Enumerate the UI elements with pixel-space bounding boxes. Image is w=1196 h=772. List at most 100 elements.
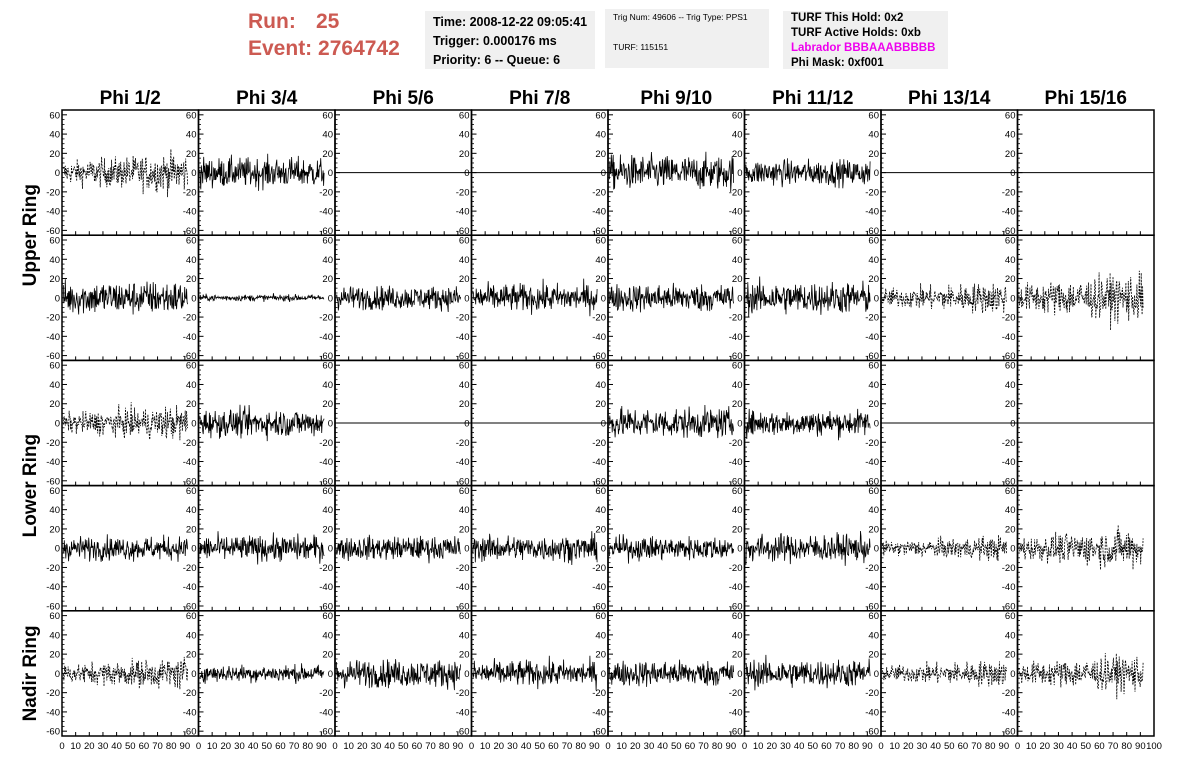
y-tick-label: -40	[46, 207, 60, 218]
y-tick-label: 20	[459, 399, 470, 410]
y-tick-label: 60	[595, 611, 606, 622]
y-tick-label: -60	[183, 226, 197, 237]
y-tick-label: -40	[183, 207, 197, 218]
turf-count-text: TURF: 115151	[613, 42, 669, 52]
y-tick-label: 20	[1005, 399, 1016, 410]
y-tick-label: 20	[732, 399, 743, 410]
y-tick-label: 0	[328, 419, 333, 430]
y-tick-label: 40	[459, 255, 470, 266]
x-tick-label: 30	[1053, 741, 1064, 752]
x-tick-label: 80	[575, 741, 586, 752]
y-tick-label: 60	[868, 110, 879, 121]
y-tick-label: 60	[49, 361, 60, 372]
x-tick-label: 60	[958, 741, 969, 752]
y-tick-label: 60	[732, 361, 743, 372]
y-tick-label: -60	[592, 226, 606, 237]
y-tick-label: -60	[319, 226, 333, 237]
y-tick-label: -20	[183, 187, 197, 198]
x-tick-label-last: 100	[1146, 741, 1162, 752]
y-tick-label: 60	[459, 236, 470, 247]
x-tick-label: 20	[357, 741, 368, 752]
x-tick-label: 40	[794, 741, 805, 752]
y-tick-label: 0	[874, 168, 879, 179]
time-text: Time: 2008-12-22 09:05:41	[433, 15, 588, 29]
y-tick-label: -60	[729, 601, 743, 612]
x-tick-label: 50	[125, 741, 136, 752]
x-tick-label: 80	[848, 741, 859, 752]
waveform-trace-r5-c2	[199, 663, 325, 685]
y-tick-label: 20	[868, 149, 879, 160]
y-tick-label: 20	[186, 274, 197, 285]
x-tick-label: 50	[807, 741, 818, 752]
y-tick-label: -40	[729, 582, 743, 593]
y-tick-label: -20	[865, 563, 879, 574]
y-tick-label: 40	[49, 380, 60, 391]
y-tick-label: -60	[729, 476, 743, 487]
y-tick-label: -60	[865, 727, 879, 738]
y-tick-label: 0	[737, 419, 742, 430]
y-tick-label: 0	[191, 669, 196, 680]
x-tick-label: 50	[534, 741, 545, 752]
y-tick-label: 20	[459, 149, 470, 160]
y-tick-label: 0	[191, 419, 196, 430]
x-tick-label: 40	[521, 741, 532, 752]
column-header-7: Phi 13/14	[908, 88, 991, 109]
y-tick-label: 20	[595, 274, 606, 285]
y-tick-label: 40	[49, 130, 60, 141]
y-tick-label: 20	[732, 149, 743, 160]
y-tick-label: -40	[183, 582, 197, 593]
y-tick-label: 40	[322, 630, 333, 641]
y-tick-label: -60	[1002, 727, 1016, 738]
y-tick-label: 60	[186, 611, 197, 622]
waveform-trace-r4-c2	[199, 531, 325, 565]
y-tick-label: -20	[46, 688, 60, 699]
y-tick-label: -40	[1002, 707, 1016, 718]
x-tick-label: 70	[971, 741, 982, 752]
y-tick-label: 20	[1005, 274, 1016, 285]
y-tick-label: 0	[601, 168, 606, 179]
y-tick-label: 60	[459, 611, 470, 622]
y-tick-label: -60	[183, 601, 197, 612]
x-tick-label: 40	[384, 741, 395, 752]
y-tick-label: -60	[592, 351, 606, 362]
y-tick-label: -20	[1002, 438, 1016, 449]
y-tick-label: 20	[322, 399, 333, 410]
y-tick-label: 40	[595, 630, 606, 641]
time-info-box: Time: 2008-12-22 09:05:41 Trigger: 0.000…	[425, 11, 595, 69]
x-tick-label: 10	[480, 741, 491, 752]
y-tick-label: -40	[456, 207, 470, 218]
y-tick-label: -20	[456, 313, 470, 324]
y-tick-label: -60	[183, 351, 197, 362]
event-value: 2764742	[318, 37, 400, 60]
y-tick-label: 20	[1005, 650, 1016, 661]
y-tick-label: 60	[1005, 361, 1016, 372]
x-tick-label: 80	[439, 741, 450, 752]
y-tick-label: 0	[601, 544, 606, 555]
x-tick-label: 90	[589, 741, 600, 752]
row-header-3: Nadir Ring	[20, 625, 41, 721]
x-tick-label: 60	[275, 741, 286, 752]
y-tick-label: 40	[186, 130, 197, 141]
x-tick-label: 20	[767, 741, 778, 752]
y-tick-label: -40	[865, 582, 879, 593]
y-tick-label: -20	[729, 438, 743, 449]
y-tick-label: 20	[49, 399, 60, 410]
y-tick-label: 0	[55, 544, 60, 555]
y-tick-label: 20	[732, 524, 743, 535]
y-tick-label: 60	[49, 611, 60, 622]
y-tick-label: 60	[49, 486, 60, 497]
y-tick-label: -60	[592, 727, 606, 738]
waveform-trace-r2-c5	[609, 282, 734, 313]
y-tick-label: -60	[46, 476, 60, 487]
y-tick-label: -60	[729, 351, 743, 362]
y-tick-label: -40	[456, 707, 470, 718]
column-header-4: Phi 7/8	[509, 88, 570, 109]
y-tick-label: -40	[729, 457, 743, 468]
y-tick-label: 20	[595, 149, 606, 160]
y-tick-label: -40	[592, 207, 606, 218]
x-tick-label: 0	[605, 741, 610, 752]
y-tick-label: -40	[46, 457, 60, 468]
labrador-text: Labrador BBBAAABBBBB	[791, 42, 936, 54]
y-tick-label: 60	[868, 486, 879, 497]
y-tick-label: -20	[183, 688, 197, 699]
